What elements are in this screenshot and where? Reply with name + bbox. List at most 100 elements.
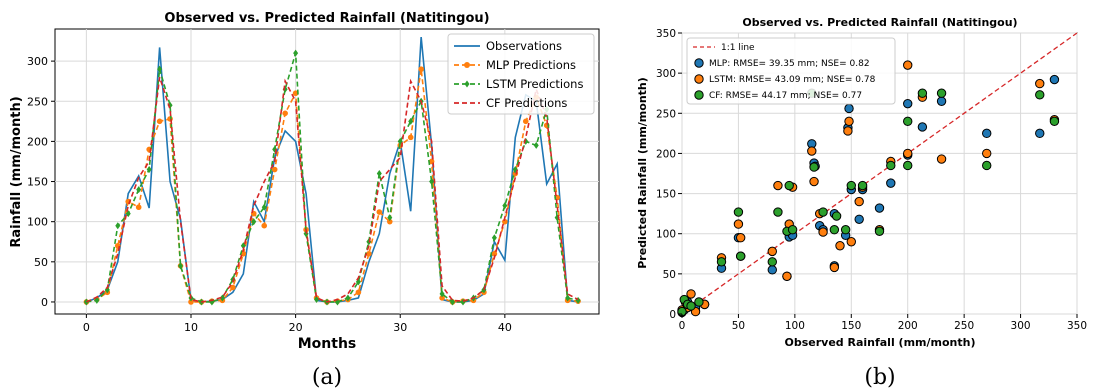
panel-b-point-lstm (846, 237, 856, 247)
panel-a-point-mlp (135, 204, 142, 211)
panel-b-y-tick-label: 150 (656, 189, 676, 201)
panel-b-point-mlp (903, 98, 913, 109)
panel-a-x-tick-label: 20 (289, 321, 303, 334)
panel-b-legend-box (686, 37, 896, 105)
panel-b-point-lstm (1035, 78, 1045, 89)
panel-a-point-mlp (522, 118, 529, 125)
panel-b-point-mlp (844, 103, 854, 114)
panel-b-point-lstm (782, 271, 792, 281)
panel-a-point-mlp (230, 284, 236, 291)
panel-b-point-cf (886, 160, 896, 171)
panel-a-legend-marker-lstm (464, 80, 470, 88)
panel-b-x-tick-label: 50 (732, 320, 745, 332)
panel-a-y-tick-label: 100 (27, 216, 48, 229)
panel-a-y-tick-label: 0 (41, 296, 48, 309)
panel-a-x-tick-label: 0 (83, 321, 90, 334)
panel-a-legend-marker-mlp (464, 62, 470, 68)
panel-b-title: Observed vs. Predicted Rainfall (Natitin… (742, 16, 1017, 29)
panel-a-point-lstm (408, 117, 414, 125)
panel-b-point-lstm (854, 196, 864, 207)
panel-b-point-lstm (903, 60, 913, 70)
panel-a-series-line-cf (86, 76, 579, 303)
panel-b-legend-label-mlp: MLP: RMSE= 39.35 mm; NSE= 0.82 (709, 59, 870, 69)
panel-b-point-lstm (773, 180, 783, 191)
panel-a-point-mlp (261, 222, 268, 229)
panel-b-x-tick-label: 200 (898, 320, 918, 332)
caption-a: (a) (312, 365, 342, 390)
panel-b-y-axis-label: Predicted Rainfall (mm/month) (636, 77, 649, 269)
panel-b-x-tick-label: 300 (1011, 320, 1031, 332)
panel-a-line-chart: 0 10 20 30 40 0 50 100 150 200 250 300 Observed vs.… (9, 11, 600, 390)
panel-a-point-lstm (533, 141, 539, 149)
panel-b-point-lstm (733, 219, 744, 229)
panel-b-point-cf (917, 88, 928, 98)
panel-b-ticks: 0 50 100 150 200 250 300 350 0 50 100 150 200 250 300 3… (656, 28, 1087, 332)
panel-b-one-to-one-line (681, 32, 1078, 315)
panel-a-point-mlp (366, 250, 372, 257)
panel-a-legend-label-mlp: MLP Predictions (486, 58, 576, 72)
panel-b-point-cf (694, 297, 704, 307)
panel-a-point-lstm (219, 294, 225, 302)
panel-b-point-cf (829, 225, 840, 235)
panel-a-y-axis-label: Rainfall (mm/month) (9, 96, 24, 247)
panel-a-point-mlp (418, 66, 424, 72)
panel-a-y-tick-label: 250 (27, 95, 48, 108)
panel-a-series-line-lstm (86, 52, 579, 303)
panel-b-y-tick-label: 200 (656, 148, 676, 160)
panel-a-point-lstm (125, 210, 131, 218)
panel-a-point-mlp (355, 289, 362, 296)
panel-a-y-tick-label: 150 (27, 176, 48, 189)
panel-a-x-tick-label: 30 (393, 321, 407, 334)
panel-a-point-lstm (94, 296, 100, 304)
panel-a-point-lstm (502, 202, 508, 210)
panel-b-y-tick-label: 350 (656, 28, 676, 40)
panel-b-point-cf (903, 116, 913, 127)
panel-b-legend-label-cf: CF: RMSE= 44.17 mm; NSE= 0.77 (709, 91, 862, 101)
panel-a-point-mlp (156, 118, 163, 125)
panel-b-point-lstm (982, 148, 992, 159)
panel-b-y-tick-label: 0 (669, 309, 676, 321)
panel-b-point-lstm (767, 246, 777, 257)
panel-b-point-cf (1049, 116, 1060, 127)
panel-b-point-mlp (854, 214, 864, 224)
panel-b-point-cf (716, 257, 727, 267)
panel-b-point-cf (767, 257, 777, 267)
panel-a-legend-label-observations: Observations (486, 39, 562, 53)
panel-b-legend-marker-cf (694, 90, 704, 100)
panel-b-point-lstm (686, 289, 696, 299)
panel-b-point-cf (903, 160, 913, 171)
panel-b-legend: 1:1 line MLP: RMSE= 39.35 mm; NSE= 0.82 LS… (686, 37, 896, 105)
panel-a-point-lstm (565, 294, 571, 302)
panel-b-scatter-chart: 0 50 100 150 200 250 300 350 0 50 100 150 200 250 300 3… (636, 16, 1087, 390)
panel-a-point-mlp (271, 166, 278, 173)
panel-b-point-cf (818, 207, 828, 217)
panel-b-point-cf (840, 225, 851, 235)
panel-b-y-tick-label: 100 (656, 229, 676, 241)
panel-b-point-cf (857, 180, 868, 191)
panel-a-legend-box (447, 33, 595, 115)
panel-b-y-tick-label: 50 (663, 269, 676, 281)
panel-b-y-tick-label: 300 (656, 68, 676, 80)
panel-b-point-mlp (982, 128, 992, 139)
panel-b-point-lstm (829, 262, 840, 273)
panel-b-point-mlp (1035, 128, 1045, 139)
panel-b-point-lstm (936, 154, 947, 164)
panel-a-point-lstm (450, 298, 456, 306)
panel-a-point-lstm (115, 222, 121, 230)
panel-b-x-tick-label: 100 (785, 320, 805, 332)
panel-a-legend: Observations MLP Predictions LSTM Predicti… (447, 33, 595, 115)
panel-b-point-lstm (903, 148, 913, 159)
panel-a-y-tick-label: 300 (27, 55, 48, 68)
panel-a-title: Observed vs. Predicted Rainfall (Natitin… (164, 11, 489, 26)
panel-b-point-lstm (818, 227, 828, 237)
panel-b-point-mlp (886, 178, 896, 188)
panel-b-x-tick-label: 350 (1067, 320, 1087, 332)
panel-a-x-tick-label: 10 (184, 321, 198, 334)
caption-b: (b) (864, 365, 895, 390)
panel-b-point-cf (936, 88, 947, 98)
panel-a-point-mlp (282, 110, 288, 117)
panel-b-point-mlp (1049, 74, 1060, 85)
panel-a-point-lstm (439, 290, 445, 298)
panel-a-point-mlp (188, 299, 194, 305)
